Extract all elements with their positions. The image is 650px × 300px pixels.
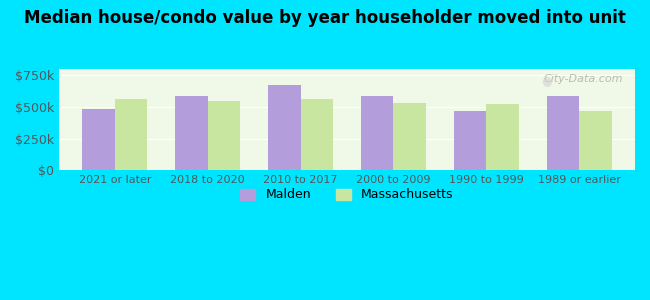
- Bar: [547, 96, 579, 170]
- Text: City-Data.com: City-Data.com: [544, 74, 623, 84]
- Text: Median house/condo value by year householder moved into unit: Median house/condo value by year househo…: [24, 9, 626, 27]
- Bar: [208, 101, 240, 170]
- Bar: [300, 99, 333, 170]
- Bar: [486, 104, 519, 170]
- Bar: [83, 110, 115, 170]
- Bar: [176, 96, 208, 170]
- Bar: [454, 111, 486, 170]
- Bar: [579, 111, 612, 170]
- Bar: [268, 85, 300, 170]
- Text: ●: ●: [541, 74, 552, 87]
- Bar: [393, 103, 426, 170]
- Bar: [115, 99, 148, 170]
- Bar: [361, 96, 393, 170]
- Legend: Malden, Massachusetts: Malden, Massachusetts: [235, 184, 459, 206]
